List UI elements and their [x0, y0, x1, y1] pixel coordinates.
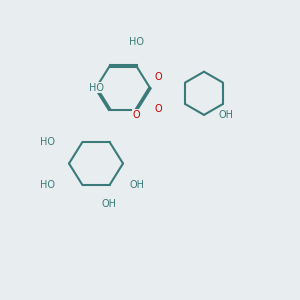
Text: HO: HO: [40, 137, 55, 147]
Text: O: O: [133, 110, 140, 120]
Text: HO: HO: [40, 180, 55, 190]
Text: HO: HO: [88, 83, 104, 93]
Text: OH: OH: [218, 110, 233, 120]
Text: O: O: [154, 104, 162, 115]
Text: OH: OH: [102, 199, 117, 209]
Text: O: O: [154, 72, 162, 82]
Text: HO: HO: [129, 37, 144, 47]
Text: OH: OH: [129, 180, 144, 190]
